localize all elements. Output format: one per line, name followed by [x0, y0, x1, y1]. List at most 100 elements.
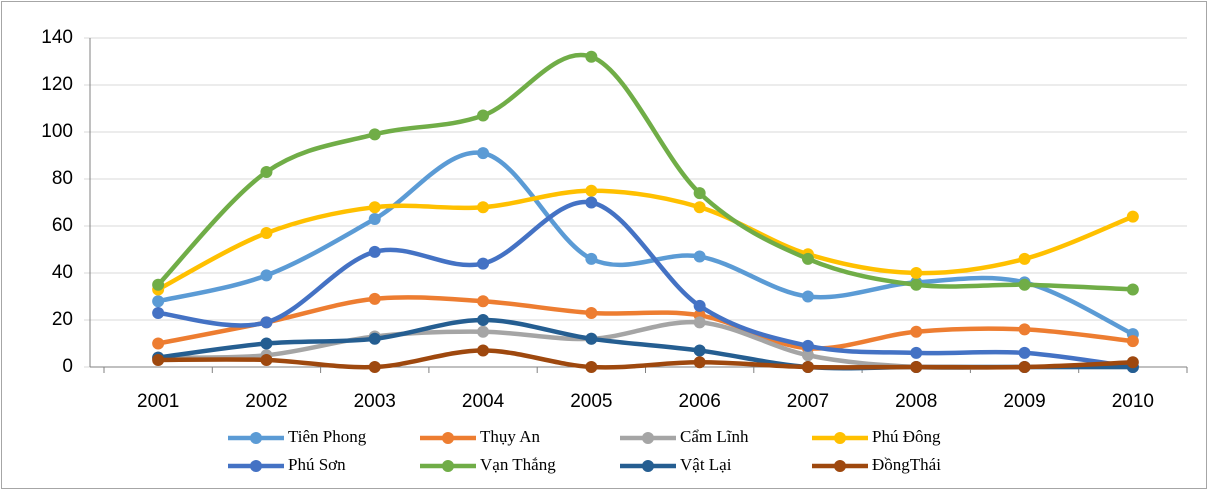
marker	[477, 314, 490, 326]
x-tick-label: 2006	[679, 391, 721, 412]
marker	[1018, 323, 1031, 336]
marker	[260, 316, 273, 329]
legend-marker	[442, 460, 454, 472]
legend-label: Vật Lại	[680, 455, 732, 474]
marker	[585, 332, 598, 345]
y-tick-label: 0	[62, 356, 73, 377]
marker	[801, 349, 814, 362]
legend-marker	[442, 432, 454, 444]
marker	[477, 257, 490, 270]
marker	[585, 361, 598, 373]
y-tick-label: 100	[41, 121, 73, 142]
marker	[585, 50, 598, 63]
legend-marker	[642, 460, 654, 472]
marker	[1018, 361, 1031, 373]
marker	[477, 201, 490, 214]
marker	[477, 344, 490, 357]
series-line	[155, 348, 1136, 370]
series-line	[155, 199, 1136, 370]
marker	[368, 332, 381, 345]
marker	[693, 187, 706, 200]
marker	[368, 245, 381, 258]
marker	[693, 299, 706, 312]
x-tick-label: 2005	[570, 391, 612, 412]
legend-label: Tiên Phong	[288, 427, 367, 446]
marker	[260, 337, 273, 350]
marker	[477, 147, 490, 160]
marker	[910, 346, 923, 359]
legend-label: Cẩm Lĩnh	[680, 427, 749, 446]
marker	[152, 295, 165, 308]
legend-marker	[834, 460, 846, 472]
marker	[910, 325, 923, 338]
series-line	[155, 295, 1136, 351]
x-tick-label: 2010	[1112, 391, 1154, 412]
marker	[260, 353, 273, 366]
marker	[693, 356, 706, 369]
marker	[693, 250, 706, 263]
legend-label: Phú Đông	[872, 427, 941, 446]
marker	[801, 339, 814, 352]
marker	[693, 344, 706, 357]
marker	[152, 337, 165, 350]
marker	[910, 278, 923, 291]
marker	[585, 184, 598, 197]
marker	[368, 361, 381, 373]
legend-marker	[834, 432, 846, 444]
legend-label: ĐồngThái	[872, 455, 941, 474]
marker	[1018, 346, 1031, 359]
y-tick-label: 120	[41, 74, 73, 95]
marker	[152, 306, 165, 319]
marker	[260, 165, 273, 178]
marker	[585, 252, 598, 265]
legend-marker	[642, 432, 654, 444]
series-line	[155, 188, 1136, 292]
y-tick-label: 140	[41, 27, 73, 48]
marker	[1126, 283, 1139, 296]
marker	[910, 267, 923, 279]
legend-marker	[250, 432, 262, 444]
marker	[477, 109, 490, 122]
x-tick-label: 2007	[787, 391, 829, 412]
marker	[260, 227, 273, 240]
x-tick-label: 2003	[354, 391, 396, 412]
marker	[152, 353, 165, 366]
marker	[1126, 210, 1139, 223]
marker	[368, 201, 381, 214]
marker	[1126, 335, 1139, 348]
series-line	[155, 150, 1136, 337]
marker	[693, 201, 706, 214]
legend-label: Thụy An	[480, 427, 540, 446]
y-tick-label: 40	[52, 262, 73, 283]
marker	[910, 361, 923, 373]
marker	[585, 196, 598, 209]
y-tick-label: 20	[52, 309, 73, 330]
marker	[368, 212, 381, 225]
marker	[801, 290, 814, 303]
legend-label: Vạn Thắng	[480, 455, 556, 474]
x-tick-label: 2008	[895, 391, 937, 412]
marker	[585, 306, 598, 319]
marker	[1018, 278, 1031, 291]
x-tick-label: 2009	[1003, 391, 1045, 412]
x-tick-label: 2001	[137, 391, 179, 412]
x-tick-label: 2002	[245, 391, 287, 412]
marker	[801, 252, 814, 265]
y-tick-label: 80	[52, 168, 73, 189]
marker	[801, 361, 814, 373]
marker	[152, 278, 165, 291]
marker	[1126, 356, 1139, 369]
legend-label: Phú Sơn	[288, 455, 346, 474]
y-tick-label: 60	[52, 215, 73, 236]
series-line	[155, 52, 1136, 292]
marker	[693, 316, 706, 329]
x-tick-label: 2004	[462, 391, 505, 412]
marker	[260, 269, 273, 282]
marker	[368, 128, 381, 141]
marker	[1018, 252, 1031, 265]
marker	[368, 292, 381, 305]
marker	[477, 325, 490, 338]
marker	[477, 295, 490, 308]
